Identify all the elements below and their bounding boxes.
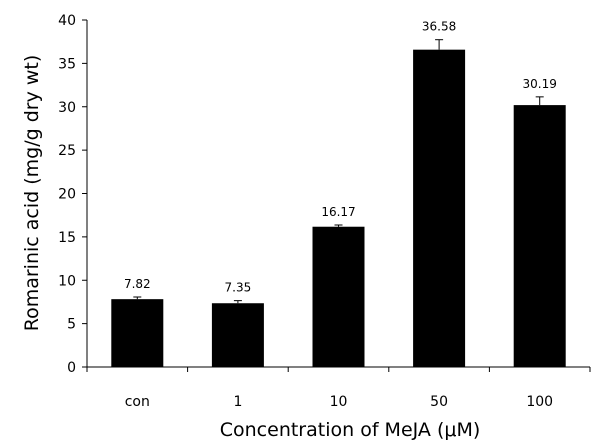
- x-tick-label: 50: [430, 394, 448, 410]
- bar: [413, 49, 466, 368]
- y-tick-label: 35: [58, 56, 76, 72]
- data-label: 16.17: [321, 205, 355, 219]
- y-tick-label: 30: [58, 100, 76, 116]
- bars: [111, 49, 566, 368]
- y-tick-label: 25: [58, 143, 76, 159]
- y-tick-label: 40: [58, 13, 76, 29]
- x-tick-label: con: [125, 394, 150, 410]
- y-tick-label: 10: [58, 273, 76, 289]
- y-tick-label: 0: [67, 360, 76, 376]
- bar: [211, 303, 264, 367]
- y-axis-label: Romarinic acid (mg/g dry wt): [21, 55, 43, 332]
- x-axis-label: Concentration of MeJA (μM): [220, 419, 481, 441]
- x-tick-label: 1: [233, 394, 242, 410]
- y-tick-label: 20: [58, 187, 76, 203]
- data-label: 7.82: [124, 277, 151, 291]
- x-tick-label: 10: [330, 394, 348, 410]
- bar: [513, 105, 566, 368]
- data-label: 7.35: [225, 281, 252, 295]
- x-tick-label: 100: [526, 394, 553, 410]
- error-bars: [133, 39, 544, 304]
- bar: [111, 299, 164, 367]
- y-tick-label: 15: [58, 230, 76, 246]
- data-labels: 7.82 7.35 16.17 36.58 30.19: [124, 20, 557, 295]
- y-tick-label: 5: [67, 317, 76, 333]
- x-axis: con 1 10 50 100: [86, 366, 591, 410]
- y-axis: 0 5 10 15 20 25 30 35 40: [58, 13, 88, 376]
- data-label: 36.58: [422, 20, 456, 34]
- bar: [312, 226, 365, 367]
- data-label: 30.19: [523, 77, 557, 91]
